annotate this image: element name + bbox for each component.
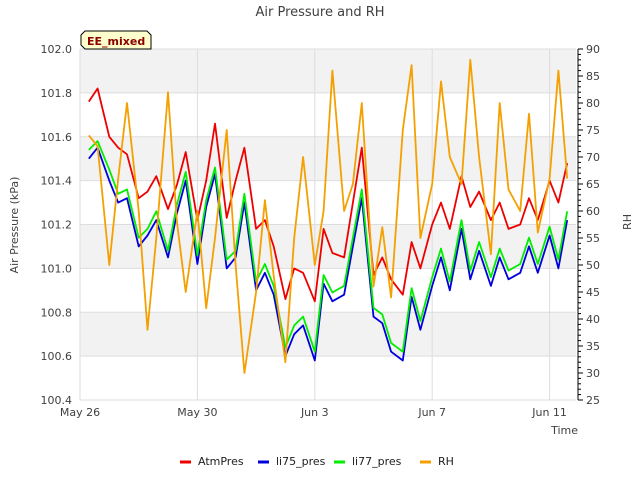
y-axis-left: 100.4 100.6 100.8 101.0 101.2 101.4 101.6 101.8…	[41, 43, 73, 407]
y2-tick-label: 30	[586, 367, 600, 380]
y-tick-label: 100.6	[41, 350, 73, 363]
legend-label-rh: RH	[438, 455, 454, 468]
y2-tick-label: 90	[586, 43, 600, 56]
series-line-rh	[88, 58, 569, 374]
grid-band	[80, 312, 576, 357]
x-axis-label: Time	[550, 424, 578, 437]
y-tick-label: 101.4	[41, 175, 73, 188]
y-tick-label: 102.0	[41, 43, 73, 56]
y-tick-label: 101.6	[41, 131, 73, 144]
legend-label-li75_pres: li75_pres	[276, 455, 326, 468]
y2-tick-label: 70	[586, 151, 600, 164]
chart-title: Air Pressure and RH	[255, 5, 384, 20]
y2-tick-label: 60	[586, 205, 600, 218]
series-line-atmpres	[88, 87, 569, 303]
y2-tick-label: 65	[586, 178, 600, 191]
tag-label: EE_mixed	[87, 35, 145, 48]
y2-tick-label: 85	[586, 70, 600, 83]
y-axis-label: Air Pressure (kPa)	[8, 177, 21, 274]
y-tick-label: 100.4	[41, 394, 73, 407]
y2-tick-label: 75	[586, 124, 600, 137]
y2-tick-label: 55	[586, 232, 600, 245]
tag-box: EE_mixed	[80, 30, 152, 50]
y2-tick-label: 25	[586, 394, 600, 407]
y2-tick-label: 40	[586, 313, 600, 326]
y2-tick-label: 35	[586, 340, 600, 353]
legend-label-atmpres: AtmPres	[198, 455, 244, 468]
y2-tick-label: 50	[586, 259, 600, 272]
y2-tick-label: 45	[586, 286, 600, 299]
series-line-li77_pres	[88, 140, 569, 353]
x-tick-label: Jun 7	[417, 406, 446, 419]
series-layer	[88, 58, 569, 374]
y2-tick-label: 80	[586, 97, 600, 110]
series-line-li75_pres	[88, 146, 569, 362]
x-tick-label: May 26	[60, 406, 100, 419]
y-tick-label: 101.8	[41, 87, 73, 100]
x-tick-label: May 30	[177, 406, 217, 419]
y-tick-label: 100.8	[41, 306, 73, 319]
y-tick-label: 101.0	[41, 262, 73, 275]
y2-axis-label: RH	[621, 214, 634, 230]
x-tick-label: Jun 11	[531, 406, 567, 419]
y-tick-label: 101.2	[41, 219, 73, 232]
legend-label-li77_pres: li77_pres	[352, 455, 402, 468]
x-axis: May 26 May 30 Jun 3 Jun 7 Jun 11	[60, 406, 567, 419]
y-axis-right: 25 30 35 40 45 50 55 60 65 70 75 80 85 90	[577, 43, 600, 407]
legend: AtmPres li75_pres li77_pres RH	[180, 455, 454, 468]
grid-band	[80, 49, 576, 93]
x-tick-label: Jun 3	[300, 406, 329, 419]
